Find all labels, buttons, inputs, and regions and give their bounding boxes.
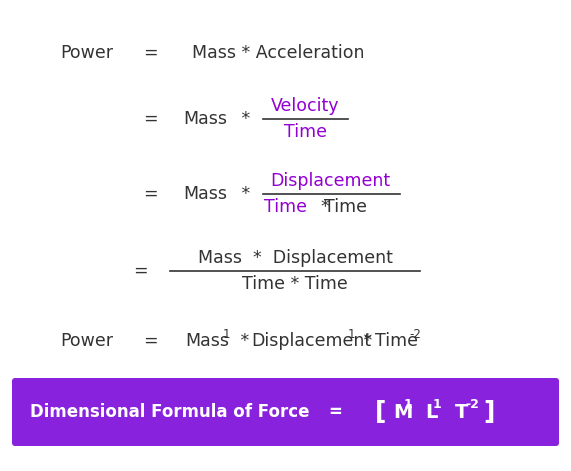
Text: *: * [236, 110, 250, 128]
Text: *: * [235, 332, 250, 350]
Text: Mass: Mass [183, 185, 227, 203]
Text: Mass * Acceleration: Mass * Acceleration [192, 44, 364, 62]
Text: Power: Power [61, 44, 114, 62]
Text: Power: Power [61, 332, 114, 350]
Text: Displacement: Displacement [270, 172, 390, 190]
Text: *: * [310, 198, 329, 216]
Text: =: = [143, 332, 158, 350]
Text: 1: 1 [223, 327, 231, 341]
Text: Mass: Mass [185, 332, 229, 350]
Text: Time: Time [263, 198, 307, 216]
FancyBboxPatch shape [12, 378, 559, 446]
Text: 1: 1 [348, 327, 356, 341]
Text: Dimensional Formula of Force: Dimensional Formula of Force [30, 403, 309, 421]
Text: Velocity: Velocity [271, 97, 339, 115]
Text: T: T [455, 403, 468, 422]
Text: *: * [358, 332, 372, 350]
Text: Mass: Mass [183, 110, 227, 128]
Text: Displacement: Displacement [251, 332, 371, 350]
Text: M: M [393, 403, 412, 422]
Text: Time: Time [324, 198, 367, 216]
Text: =: = [328, 403, 342, 421]
Text: Mass  *  Displacement: Mass * Displacement [198, 249, 392, 267]
Text: =: = [143, 185, 158, 203]
Text: Time: Time [375, 332, 418, 350]
Text: *: * [236, 185, 250, 203]
Text: -2: -2 [465, 398, 479, 411]
Text: ]: ] [483, 400, 494, 424]
Text: -2: -2 [409, 327, 421, 341]
Text: 1: 1 [404, 398, 413, 411]
Text: L: L [425, 403, 437, 422]
Text: =: = [143, 44, 158, 62]
Text: =: = [143, 110, 158, 128]
Text: 1: 1 [433, 398, 442, 411]
Text: Time: Time [283, 123, 327, 141]
Text: Time * Time: Time * Time [242, 275, 348, 293]
Text: [: [ [375, 400, 387, 424]
Text: =: = [132, 262, 147, 280]
